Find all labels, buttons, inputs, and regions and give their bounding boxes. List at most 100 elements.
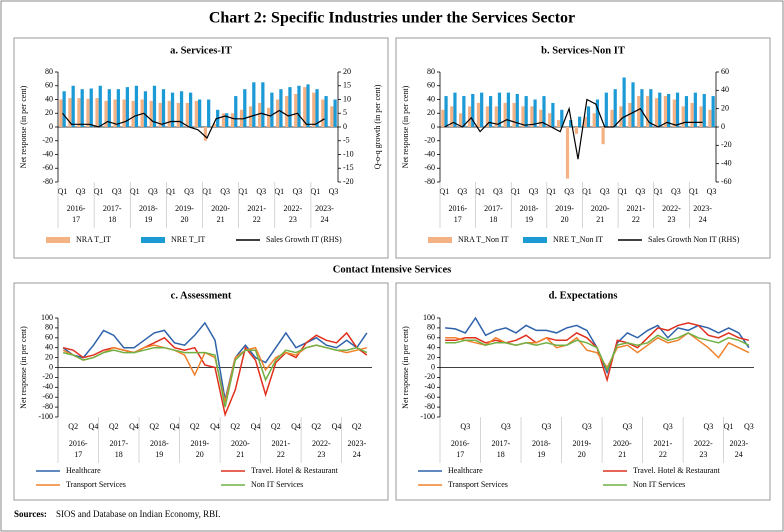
x-tick-label: Q2 (230, 422, 240, 431)
x-tick-label: Q1 (94, 187, 104, 196)
bar (77, 98, 81, 127)
bar (230, 113, 235, 127)
bar (592, 113, 596, 127)
x-tick-label: Q3 (529, 187, 539, 196)
x-tick-label: Q3 (582, 422, 592, 431)
legend-swatch (46, 237, 70, 243)
bar (515, 94, 519, 127)
group-label-part: 2016- (448, 204, 467, 213)
bar (667, 94, 671, 127)
bar (261, 82, 265, 127)
bar (521, 106, 525, 127)
bar (569, 120, 573, 127)
y-tick-label: 80 (427, 67, 435, 76)
x-tick-label: Q2 (190, 422, 200, 431)
bar (459, 113, 463, 127)
bar (306, 84, 310, 127)
bar (176, 102, 180, 127)
group-label-part: 2022- (694, 439, 713, 448)
panel-frame (13, 282, 389, 501)
x-tick-label: Q1 (274, 187, 284, 196)
bar (89, 88, 93, 127)
x-tick-label: Q3 (457, 187, 467, 196)
y2-tick-label: 40 (721, 85, 729, 94)
bar (574, 127, 578, 134)
bar (512, 102, 516, 127)
x-tick-label: Q3 (329, 187, 339, 196)
figure-title: Chart 2: Specific Industries under the S… (209, 10, 575, 27)
y-axis-title: Net response (in per cent) (401, 326, 410, 409)
group-label-part: 2018- (150, 439, 169, 448)
x-tick-label: Q1 (58, 187, 68, 196)
group-label-part: 2020- (613, 439, 632, 448)
group-label-part: 21 (217, 215, 225, 224)
y-tick-label: 20 (45, 108, 53, 117)
section-heading: Contact Intensive Services (333, 264, 451, 275)
group-label: 2022- 23 (694, 439, 713, 459)
y-tick-label: 20 (427, 108, 435, 117)
y2-tick-label: 10 (343, 94, 351, 103)
bar (476, 102, 481, 127)
group-label: 2018- 19 (150, 439, 169, 459)
line (444, 98, 703, 160)
group-label-part: 2017- (484, 204, 503, 213)
group-label-part: 21 (596, 215, 604, 224)
bar (267, 107, 271, 127)
group-label: 2022- 23 (312, 439, 331, 459)
bar (161, 89, 166, 127)
y-axis-title: Net response (in per cent) (401, 85, 410, 168)
bar (453, 92, 457, 127)
bar (252, 82, 256, 127)
group-label-part: 2018- (139, 204, 158, 213)
x-tick-label: Q1 (724, 422, 734, 431)
bar (62, 91, 66, 127)
y-tick-label: 80 (45, 323, 53, 332)
x-tick-label: Q3 (76, 187, 86, 196)
x-tick-label: Q2 (68, 422, 78, 431)
y-tick-label: -40 (424, 382, 435, 391)
bar (684, 96, 689, 127)
y2-tick-label: -60 (721, 177, 732, 186)
bar (221, 113, 226, 127)
x-tick-label: Q3 (622, 422, 632, 431)
bar (658, 92, 662, 127)
bar (279, 89, 283, 127)
y-tick-label: 80 (45, 67, 53, 76)
bar (288, 87, 292, 127)
y-tick-label: 60 (45, 333, 53, 342)
group-label: 2017- 18 (103, 204, 122, 224)
group-label: 2019- 20 (572, 439, 591, 459)
group-label-part: 19 (144, 215, 152, 224)
bar (149, 100, 153, 127)
bar (524, 96, 528, 127)
y-tick-label: 0 (49, 122, 53, 131)
y-tick-label: -60 (424, 392, 435, 401)
group-label-part: 2020- (591, 204, 610, 213)
group-label-part: 2023- (315, 204, 334, 213)
y-tick-label: 0 (49, 362, 53, 371)
y-tick-label: 20 (45, 352, 53, 361)
group-label-part: 2021- (654, 439, 673, 448)
group-label: 2018- 19 (139, 204, 158, 224)
group-label-part: 24 (735, 450, 743, 459)
panel-title: a. Services-IT (170, 45, 232, 56)
line (445, 331, 750, 369)
y-tick-label: 40 (427, 94, 435, 103)
legend-label: Transport Services (66, 480, 126, 489)
legend-label: Healthcare (66, 466, 101, 475)
bar (86, 98, 90, 127)
group-label: 2023- 24 (729, 439, 748, 459)
y-tick-label: -80 (424, 177, 435, 186)
group-label-part: 2022- (284, 204, 303, 213)
legend-label: Sales Growth IT (RHS) (266, 235, 342, 244)
line (445, 332, 750, 372)
panel-title: d. Expectations (549, 290, 618, 301)
x-tick-label: Q3 (292, 187, 302, 196)
group-label: 2020- 21 (613, 439, 632, 459)
group-label-part: 2018- (532, 439, 551, 448)
x-tick-label: Q2 (109, 422, 119, 431)
bar (675, 92, 680, 127)
bar (203, 127, 208, 141)
bar (702, 94, 706, 127)
y-tick-label: 100 (41, 313, 53, 322)
